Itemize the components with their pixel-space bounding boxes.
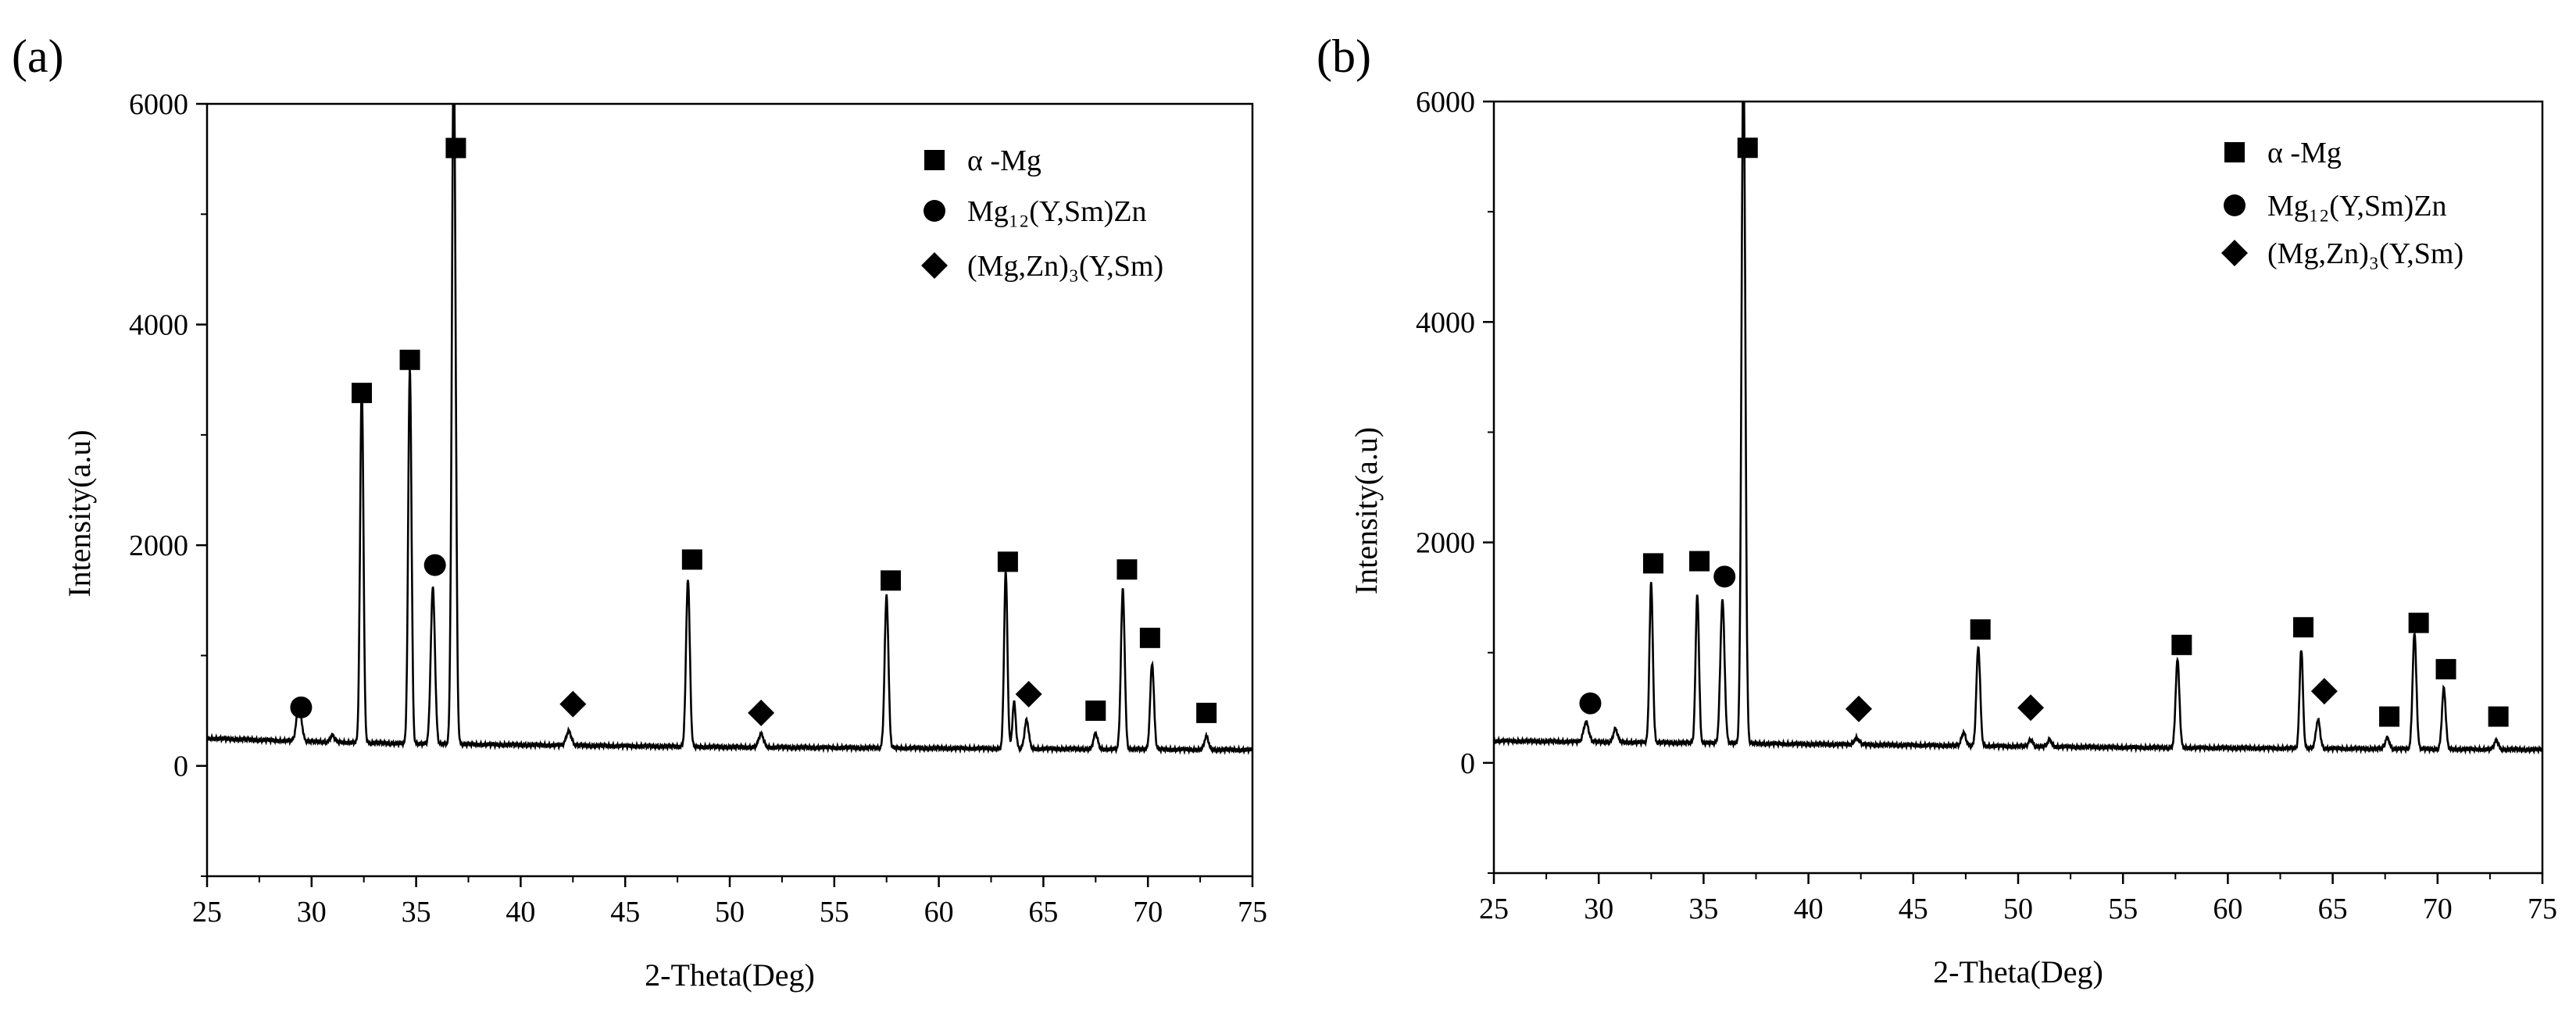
y-tick-label: 0 xyxy=(1460,747,1475,780)
x-tick-label: 75 xyxy=(1238,896,1267,929)
square-phase-marker xyxy=(1139,627,1160,648)
x-tick-label: 70 xyxy=(1133,896,1163,929)
x-tick-label: 40 xyxy=(506,896,535,929)
y-axis-title: Intensity(a.u) xyxy=(62,430,97,597)
x-tick-label: 25 xyxy=(1479,893,1509,925)
x-tick-label: 55 xyxy=(2108,893,2138,925)
x-tick-label: 30 xyxy=(1584,893,1613,925)
square-phase-marker xyxy=(1689,551,1710,572)
legend-square-symbol xyxy=(2224,142,2245,162)
circle-phase-marker xyxy=(1579,692,1602,715)
x-tick-label: 65 xyxy=(1028,896,1058,929)
y-tick-label: 4000 xyxy=(1416,306,1475,339)
legend-entry-text: Mg₁₂(Y,Sm)Zn xyxy=(967,195,1147,228)
legend: α -Mg Mg₁₂(Y,Sm)Zn (Mg,Zn)₃(Y,Sm) xyxy=(921,144,1163,283)
x-tick-label: 45 xyxy=(610,896,640,929)
x-tick-label: 40 xyxy=(1794,893,1824,925)
x-tick-label: 55 xyxy=(820,896,849,929)
y-tick-label: 2000 xyxy=(1416,527,1475,560)
y-tick-label: 0 xyxy=(173,750,188,783)
square-phase-marker xyxy=(352,383,373,404)
square-phase-marker xyxy=(1117,559,1138,580)
x-tick-label: 35 xyxy=(1688,893,1718,925)
x-axis-title: 2-Theta(Deg) xyxy=(645,957,815,993)
legend-circle-symbol xyxy=(2224,194,2246,216)
x-tick-label: 50 xyxy=(2003,893,2033,925)
xrd-chart-b: 25 30 35 40 45 50 55 60 65 70 75 0 2000 4000 6000 2-The… xyxy=(1349,86,2557,989)
square-phase-marker xyxy=(1085,701,1106,722)
y-tick-label: 6000 xyxy=(129,88,188,121)
legend-entry-text: (Mg,Zn)₃(Y,Sm) xyxy=(2267,237,2463,270)
legend-square-symbol xyxy=(924,150,945,170)
diamond-phase-marker xyxy=(748,699,775,726)
square-phase-marker xyxy=(445,137,466,159)
square-phase-marker xyxy=(399,349,420,370)
diamond-phase-marker xyxy=(2310,678,2338,705)
square-phase-marker xyxy=(1737,137,1758,159)
x-tick-label: 75 xyxy=(2528,893,2557,925)
legend-diamond-symbol xyxy=(2221,240,2248,266)
panel-a: (a) 25 30 35 40 45 50 55 60 65 70 7502000400060002… xyxy=(12,30,1267,993)
square-phase-marker xyxy=(2408,612,2429,633)
square-phase-marker xyxy=(2379,706,2400,727)
x-tick-label: 60 xyxy=(2213,893,2242,925)
y-tick-label: 2000 xyxy=(129,529,188,562)
square-phase-marker xyxy=(1642,553,1663,574)
diamond-phase-marker xyxy=(2017,694,2045,722)
panel-label-a: (a) xyxy=(12,30,64,82)
legend-entry-text: α -Mg xyxy=(967,144,1041,177)
legend-circle-symbol xyxy=(924,200,945,222)
legend-entry-text: Mg₁₂(Y,Sm)Zn xyxy=(2267,190,2447,223)
legend-diamond-symbol xyxy=(921,252,948,279)
diamond-phase-marker xyxy=(559,690,587,718)
x-tick-label: 35 xyxy=(402,896,431,929)
diamond-phase-marker xyxy=(1845,695,1873,722)
square-phase-marker xyxy=(1970,619,1991,640)
y-tick-label: 6000 xyxy=(1416,86,1475,119)
x-axis-title: 2-Theta(Deg) xyxy=(1933,954,2103,989)
square-phase-marker xyxy=(2435,658,2456,679)
x-tick-label: 45 xyxy=(1899,893,1928,925)
legend-entry-text: (Mg,Zn)₃(Y,Sm) xyxy=(967,250,1163,283)
xrd-trace xyxy=(1494,102,2542,755)
legend-entry-text: α -Mg xyxy=(2267,137,2342,169)
square-phase-marker xyxy=(2293,617,2314,638)
square-phase-marker xyxy=(997,551,1018,572)
square-phase-marker xyxy=(881,570,902,591)
x-tick-label: 60 xyxy=(924,896,954,929)
square-phase-marker xyxy=(1196,702,1217,723)
x-tick-label: 65 xyxy=(2318,893,2348,925)
y-tick-label: 4000 xyxy=(129,309,188,342)
diamond-phase-marker xyxy=(1015,680,1042,708)
square-phase-marker xyxy=(2171,634,2192,655)
square-phase-marker xyxy=(2488,706,2509,727)
x-tick-label: 70 xyxy=(2423,893,2453,925)
circle-phase-marker xyxy=(423,554,446,576)
circle-phase-marker xyxy=(1713,565,1736,588)
y-axis-title: Intensity(a.u) xyxy=(1349,427,1384,594)
x-tick-label: 25 xyxy=(192,896,222,929)
xrd-chart-a: 25 30 35 40 45 50 55 60 65 70 75 0 2000 4000 6000 2-The… xyxy=(62,88,1267,993)
circle-phase-marker xyxy=(290,696,313,718)
xrd-trace xyxy=(207,104,1252,756)
panel-b: (b) 25 30 35 40 45 50 55 60 65 70 7502000400060002… xyxy=(1317,30,2557,989)
x-tick-label: 30 xyxy=(297,896,327,929)
panel-label-b: (b) xyxy=(1317,30,1371,82)
square-phase-marker xyxy=(681,549,702,570)
x-tick-label: 50 xyxy=(715,896,745,929)
legend: α -Mg Mg₁₂(Y,Sm)Zn (Mg,Zn)₃(Y,Sm) xyxy=(2221,137,2463,270)
